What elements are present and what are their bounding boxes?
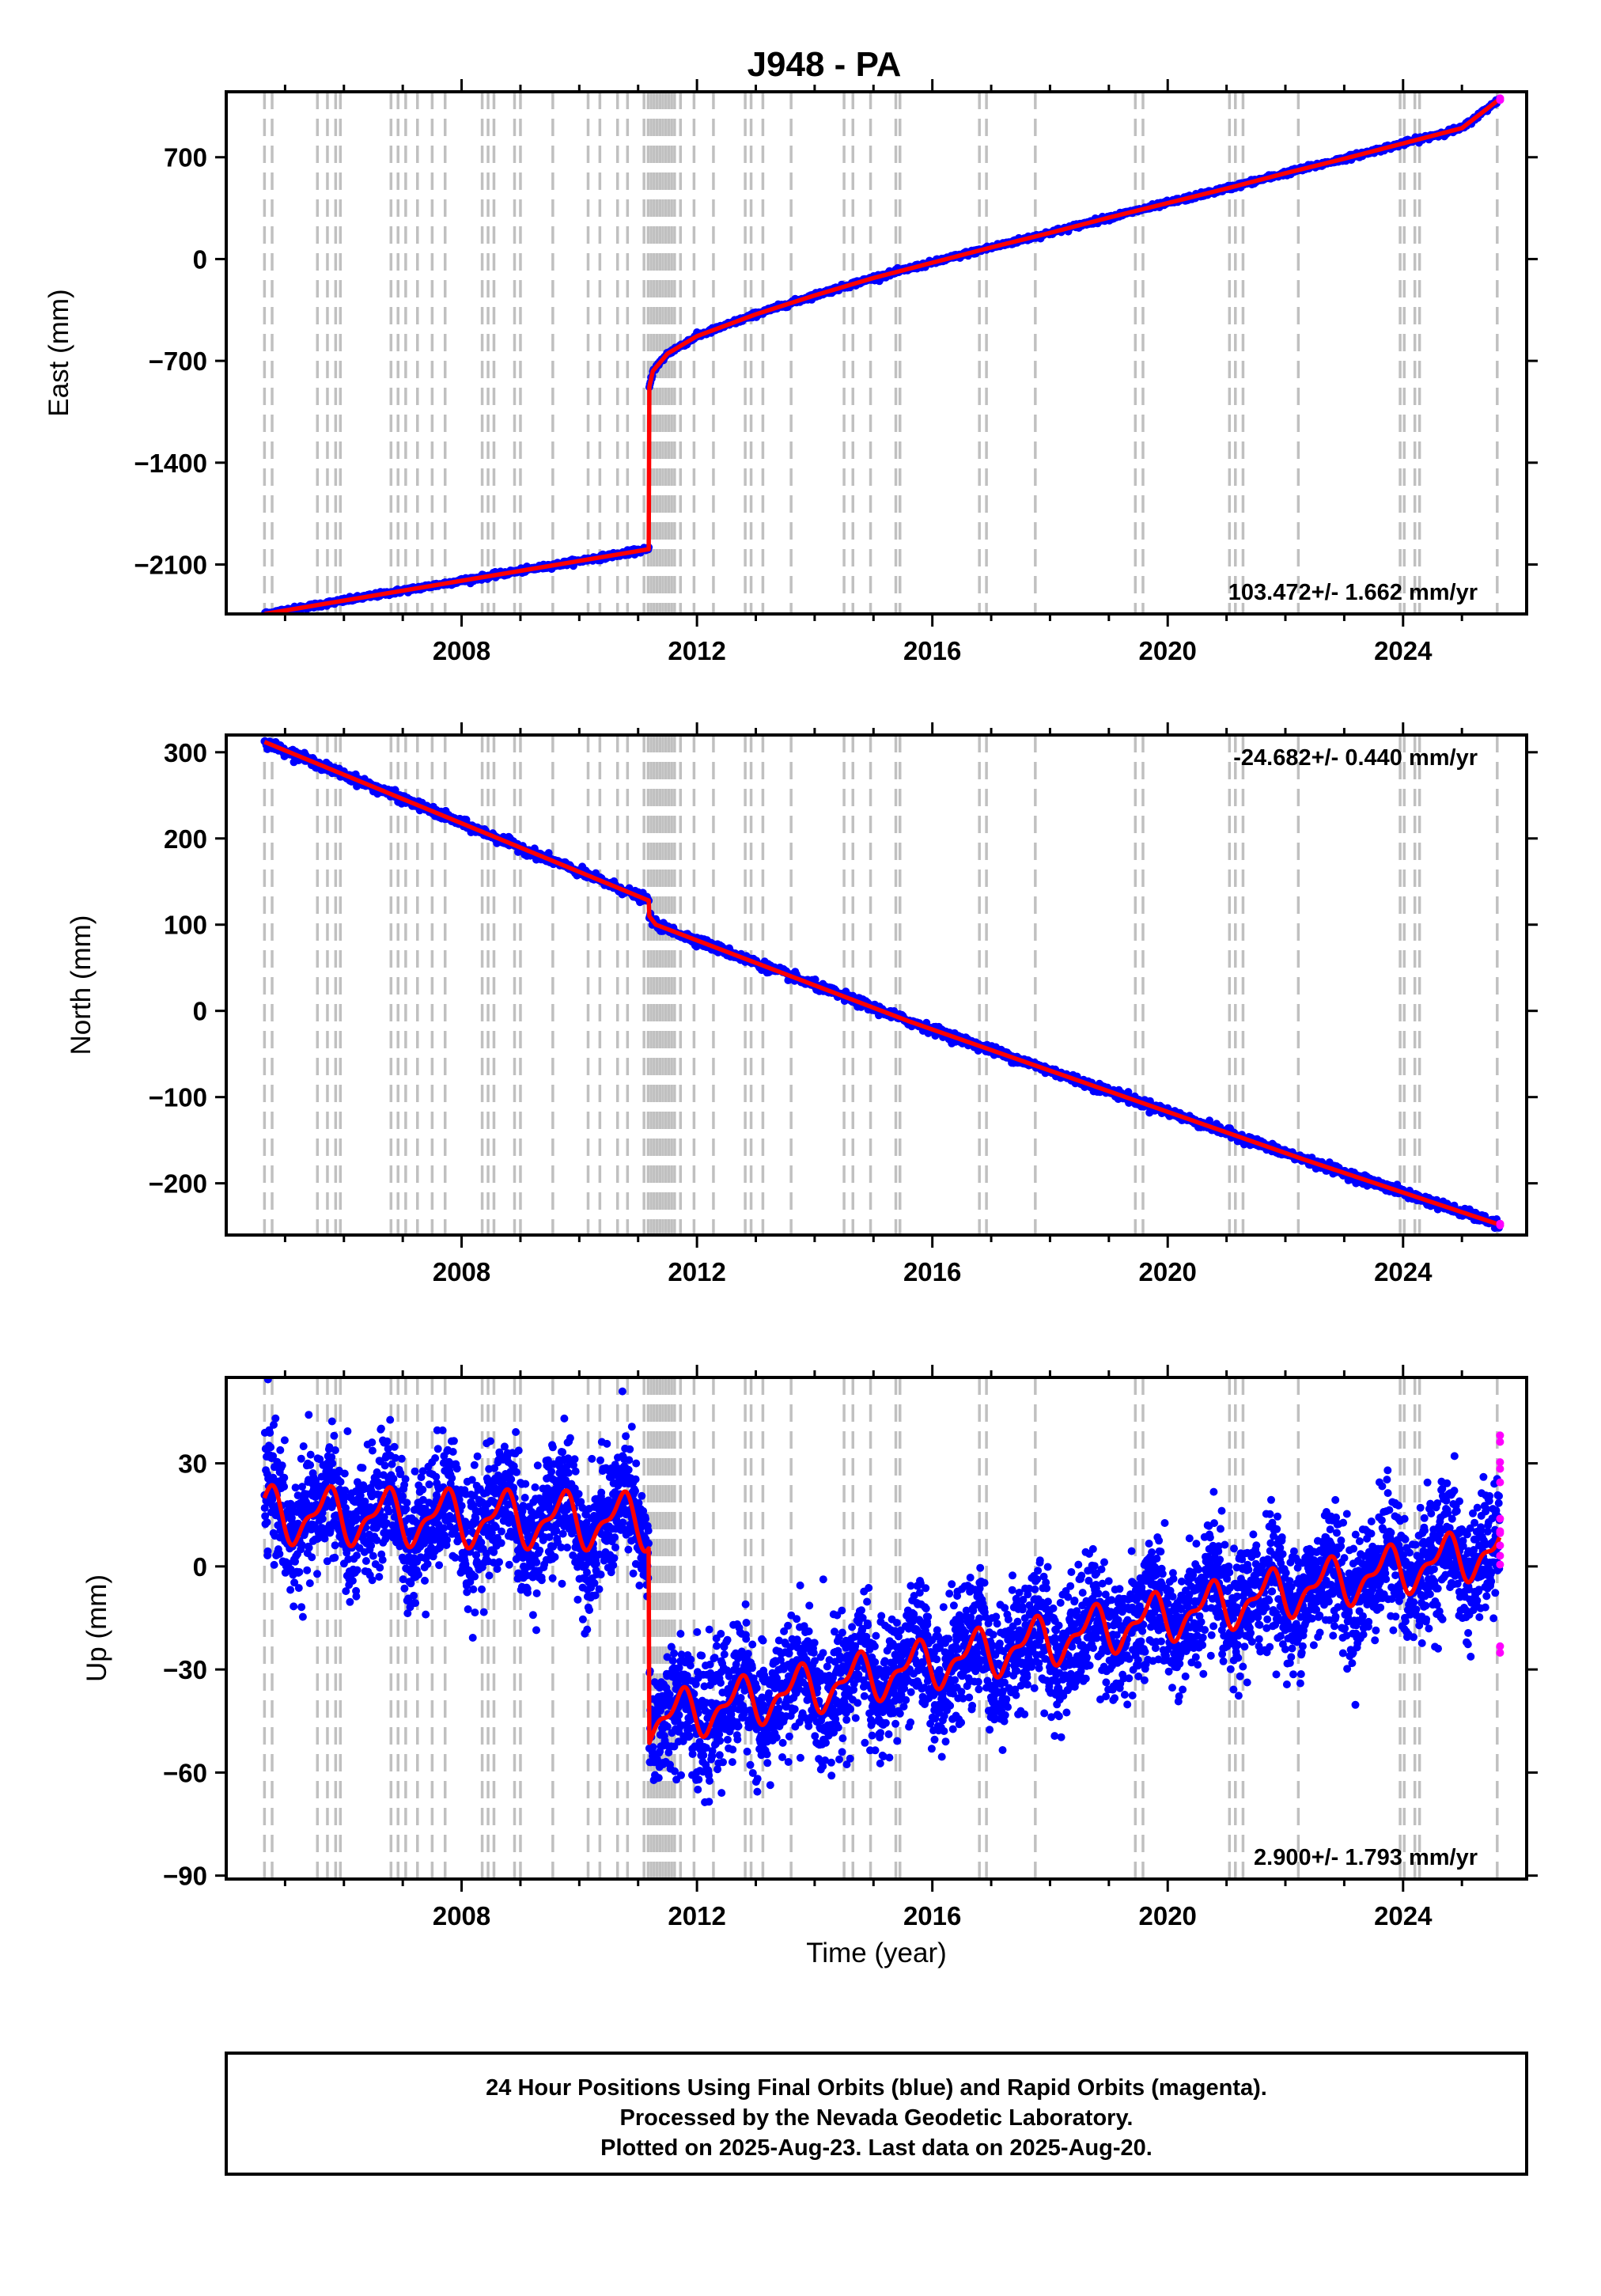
y-tick-label: −100 — [149, 1083, 207, 1112]
x-tick-label: 2012 — [668, 1901, 725, 1930]
footer-box: 24 Hour Positions Using Final Orbits (bl… — [225, 2052, 1528, 2176]
final-orbit-points — [260, 1377, 1504, 1806]
y-axis-label: Up (mm) — [81, 1574, 112, 1682]
x-tick-label: 2020 — [1139, 1901, 1197, 1930]
plot-frame — [225, 1376, 1528, 1881]
final-orbit-points — [260, 94, 1504, 614]
y-tick-label: 0 — [193, 997, 207, 1026]
x-tick-label: 2024 — [1374, 1257, 1433, 1286]
y-axis-label: North (mm) — [66, 915, 97, 1055]
y-tick-label: 30 — [178, 1449, 207, 1479]
x-tick-label: 2012 — [668, 1257, 725, 1286]
model-fit-line — [262, 1483, 1502, 1745]
panel-east: 2008 2012 2016 2020 2024 700 0 −700 −1400 −2100 Ea… — [44, 79, 1538, 665]
x-tick-label: 2008 — [433, 1257, 490, 1286]
chart-title: J948 - PA — [748, 45, 902, 84]
plot-frame — [225, 733, 1528, 1237]
x-tick-label: 2020 — [1139, 636, 1197, 665]
y-tick-label: 200 — [164, 824, 207, 854]
y-tick-label: 0 — [193, 244, 207, 274]
panel-up: 2008 2012 2016 2020 2024 30 0 −30 −60 −90 Up (mm) 2… — [81, 1365, 1538, 1930]
x-tick-label: 2016 — [903, 1901, 961, 1930]
x-tick-label: 2016 — [903, 636, 961, 665]
plot-area — [260, 1377, 1504, 1879]
y-tick-label: −30 — [163, 1655, 207, 1684]
rate-label: 2.900+/- 1.793 mm/yr — [1254, 1845, 1478, 1870]
x-tick-label: 2020 — [1139, 1257, 1197, 1286]
y-axis-label: East (mm) — [44, 289, 74, 416]
plot-area — [260, 92, 1504, 614]
footer-line-1: 24 Hour Positions Using Final Orbits (bl… — [486, 2075, 1267, 2101]
y-tick-label: 300 — [164, 738, 207, 767]
y-tick-label: 0 — [193, 1552, 207, 1582]
y-tick-label: −60 — [163, 1758, 207, 1787]
y-tick-label: −700 — [149, 347, 207, 376]
footer-line-2: Processed by the Nevada Geodetic Laborat… — [620, 2105, 1134, 2131]
x-tick-label: 2016 — [903, 1257, 961, 1286]
y-tick-label: −1400 — [134, 449, 207, 478]
model-fit-line — [263, 740, 1501, 1227]
y-tick-label: 700 — [164, 143, 207, 172]
y-tick-label: −2100 — [134, 550, 207, 579]
panel-north: 2008 2012 2016 2020 2024 300 200 100 0 −100 −200 No… — [66, 722, 1538, 1286]
rate-label: 103.472+/- 1.662 mm/yr — [1228, 580, 1478, 605]
x-tick-label: 2024 — [1374, 1901, 1433, 1930]
plot-area — [260, 735, 1504, 1235]
plot-frame — [225, 90, 1528, 616]
final-orbit-points — [260, 737, 1504, 1233]
x-tick-label: 2008 — [433, 636, 490, 665]
y-tick-label: −200 — [149, 1169, 207, 1199]
model-fit-line — [263, 97, 1501, 614]
x-tick-label: 2012 — [668, 636, 725, 665]
rate-label: -24.682+/- 0.440 mm/yr — [1233, 745, 1478, 771]
y-tick-label: −90 — [163, 1862, 207, 1891]
footer-line-3: Plotted on 2025-Aug-23. Last data on 202… — [600, 2135, 1152, 2161]
x-tick-label: 2024 — [1374, 636, 1433, 665]
panels: 2008 2012 2016 2020 2024 700 0 −700 −1400 −2100 Ea… — [44, 79, 1538, 1930]
x-tick-label: 2008 — [433, 1901, 490, 1930]
x-axis-label: Time (year) — [806, 1938, 947, 1968]
y-tick-label: 100 — [164, 911, 207, 940]
